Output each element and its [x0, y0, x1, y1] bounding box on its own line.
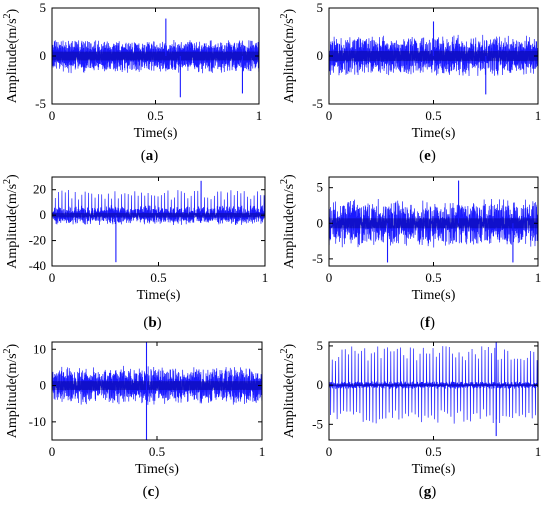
- signal-core: [52, 381, 262, 391]
- y-tick-label: 20: [33, 182, 46, 197]
- x-axis-label: Time(s): [134, 126, 178, 141]
- y-tick-label: 0: [40, 378, 47, 393]
- y-axis-label: Amplitude(m/s2): [2, 343, 20, 438]
- x-tick-label: 0: [326, 444, 333, 459]
- panel-caption: (e): [419, 148, 436, 164]
- signal-line: [329, 346, 538, 424]
- y-tick-label: 0: [40, 207, 47, 222]
- y-tick-label: 0: [40, 48, 47, 63]
- signal-core: [329, 218, 538, 229]
- signal-line: [52, 365, 262, 405]
- x-axis-label: Time(s): [412, 288, 456, 303]
- x-tick-label: 0: [49, 444, 56, 459]
- signal-trace: [329, 342, 538, 437]
- x-tick-label: 0.5: [425, 108, 441, 123]
- x-tick-label: 1: [535, 270, 542, 285]
- y-tick-label: 5: [317, 338, 324, 353]
- x-tick-label: 0.5: [150, 270, 166, 285]
- panel-caption: (f): [420, 315, 435, 331]
- x-tick-label: 0.5: [425, 444, 441, 459]
- signal-line: [52, 39, 259, 74]
- y-tick-label: -5: [312, 416, 323, 431]
- y-tick-label: -5: [312, 251, 323, 266]
- panel-caption: (b): [143, 315, 161, 331]
- y-tick-label: 5: [317, 180, 324, 195]
- y-axis-label: Amplitude(m/s2): [279, 8, 297, 103]
- signal-core: [329, 384, 538, 386]
- x-tick-label: 1: [535, 108, 542, 123]
- signal-line: [52, 189, 265, 225]
- x-tick-label: 0.5: [149, 444, 165, 459]
- signal-trace: [52, 18, 259, 98]
- x-tick-label: 0: [49, 270, 56, 285]
- signal-line: [329, 198, 538, 248]
- x-tick-label: 0.5: [147, 108, 163, 123]
- y-tick-label: -20: [29, 233, 46, 248]
- signal-core: [52, 212, 265, 218]
- panel-caption: (c): [143, 484, 160, 500]
- signal-trace: [329, 180, 538, 263]
- y-tick-label: 0: [317, 215, 324, 230]
- x-tick-label: 0: [49, 108, 56, 123]
- y-tick-label: 10: [33, 341, 46, 356]
- x-tick-label: 0: [326, 270, 333, 285]
- panel-caption: (g): [419, 484, 437, 500]
- signal-trace: [329, 21, 538, 95]
- x-axis-label: Time(s): [137, 288, 181, 303]
- y-axis-label: Amplitude(m/s2): [2, 8, 20, 103]
- panel-caption: (a): [141, 148, 159, 164]
- y-tick-label: -5: [312, 96, 323, 111]
- y-axis-label: Amplitude(m/s2): [279, 343, 297, 438]
- x-tick-label: 0.5: [425, 270, 441, 285]
- signal-trace: [52, 180, 265, 263]
- y-axis-label: Amplitude(m/s2): [2, 174, 20, 269]
- signal-core: [52, 51, 259, 61]
- x-axis-label: Time(s): [412, 126, 456, 141]
- y-tick-label: -40: [29, 258, 46, 273]
- y-tick-label: -5: [35, 96, 46, 111]
- x-tick-label: 1: [256, 108, 263, 123]
- x-tick-label: 1: [535, 444, 542, 459]
- y-tick-label: -10: [29, 414, 46, 429]
- x-tick-label: 1: [262, 270, 269, 285]
- x-axis-label: Time(s): [412, 462, 456, 477]
- x-tick-label: 0: [326, 108, 333, 123]
- x-axis-label: Time(s): [135, 462, 179, 477]
- y-tick-label: 5: [317, 0, 324, 15]
- y-tick-label: 5: [40, 0, 47, 15]
- y-tick-label: 0: [317, 48, 324, 63]
- signal-trace: [52, 342, 262, 440]
- y-tick-label: 0: [317, 377, 324, 392]
- x-tick-label: 1: [259, 444, 266, 459]
- y-axis-label: Amplitude(m/s2): [279, 174, 297, 269]
